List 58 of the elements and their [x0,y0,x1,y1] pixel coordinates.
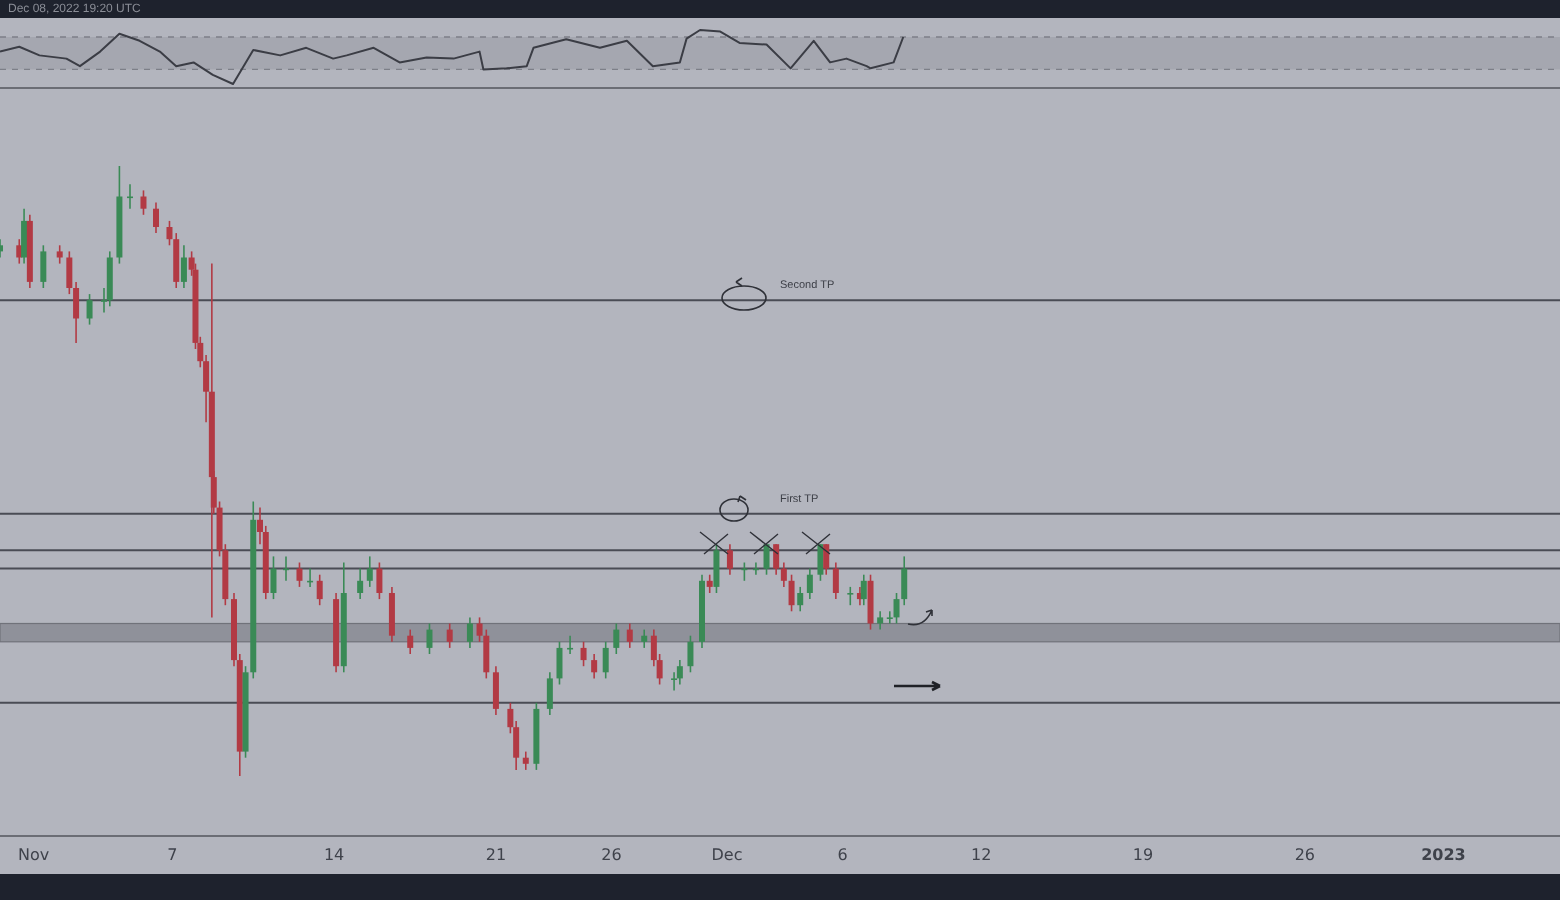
candlestick [357,567,364,600]
candlestick [40,244,47,289]
x-tick-label: 7 [167,846,178,864]
candlestick [492,665,499,716]
candlestick [676,659,683,686]
candlestick [86,293,93,326]
x-tick-label: 6 [837,846,848,864]
candlestick [823,543,830,576]
candlestick [296,561,303,588]
candlestick [407,628,414,655]
x-tick-label: 12 [971,846,992,864]
candlestick [626,622,633,649]
candlestick [847,586,854,606]
candlestick [21,207,28,265]
candlestick [546,671,553,716]
x-tick-label: 2023 [1421,846,1466,864]
candlestick [522,750,529,771]
candlestick [567,634,574,655]
candlestick [877,610,884,631]
candlestick [153,201,159,234]
candlestick [687,634,694,674]
candlestick [797,586,804,613]
x-tick-label: Dec [711,846,743,864]
candlestick [713,543,720,594]
x-tick-label: 14 [323,846,345,864]
candlestick [316,573,323,606]
candlestick [376,561,383,600]
candlestick [817,543,824,582]
candlestick [140,189,147,216]
x-tick-label: Nov [18,846,50,864]
candlestick [556,641,563,686]
candlestick [832,561,839,600]
candlestick [56,244,63,265]
x-tick-label: 26 [1294,846,1315,864]
candlestick [366,555,373,588]
candlestick [466,616,473,649]
candlestick [446,622,453,649]
candlestick [780,561,787,588]
candlestick [180,244,187,289]
candlestick [867,573,874,631]
x-tick-label: 19 [1132,846,1154,864]
candlestick [726,543,733,576]
candlestick [106,250,113,308]
x-tick-label: 26 [601,846,622,864]
candlestick [426,622,433,655]
candlestick [602,641,609,680]
candlestick [706,573,713,594]
candlestick [270,555,277,600]
candlestick [788,573,795,613]
candlestick [641,628,648,649]
candlestick [591,653,598,680]
candlestick [580,641,587,667]
candlestick [773,543,780,576]
candlestick [388,586,395,643]
candlestick [613,622,620,655]
x-tick-label: 21 [485,846,507,864]
candlestick [806,567,813,600]
candlestick [763,543,770,576]
